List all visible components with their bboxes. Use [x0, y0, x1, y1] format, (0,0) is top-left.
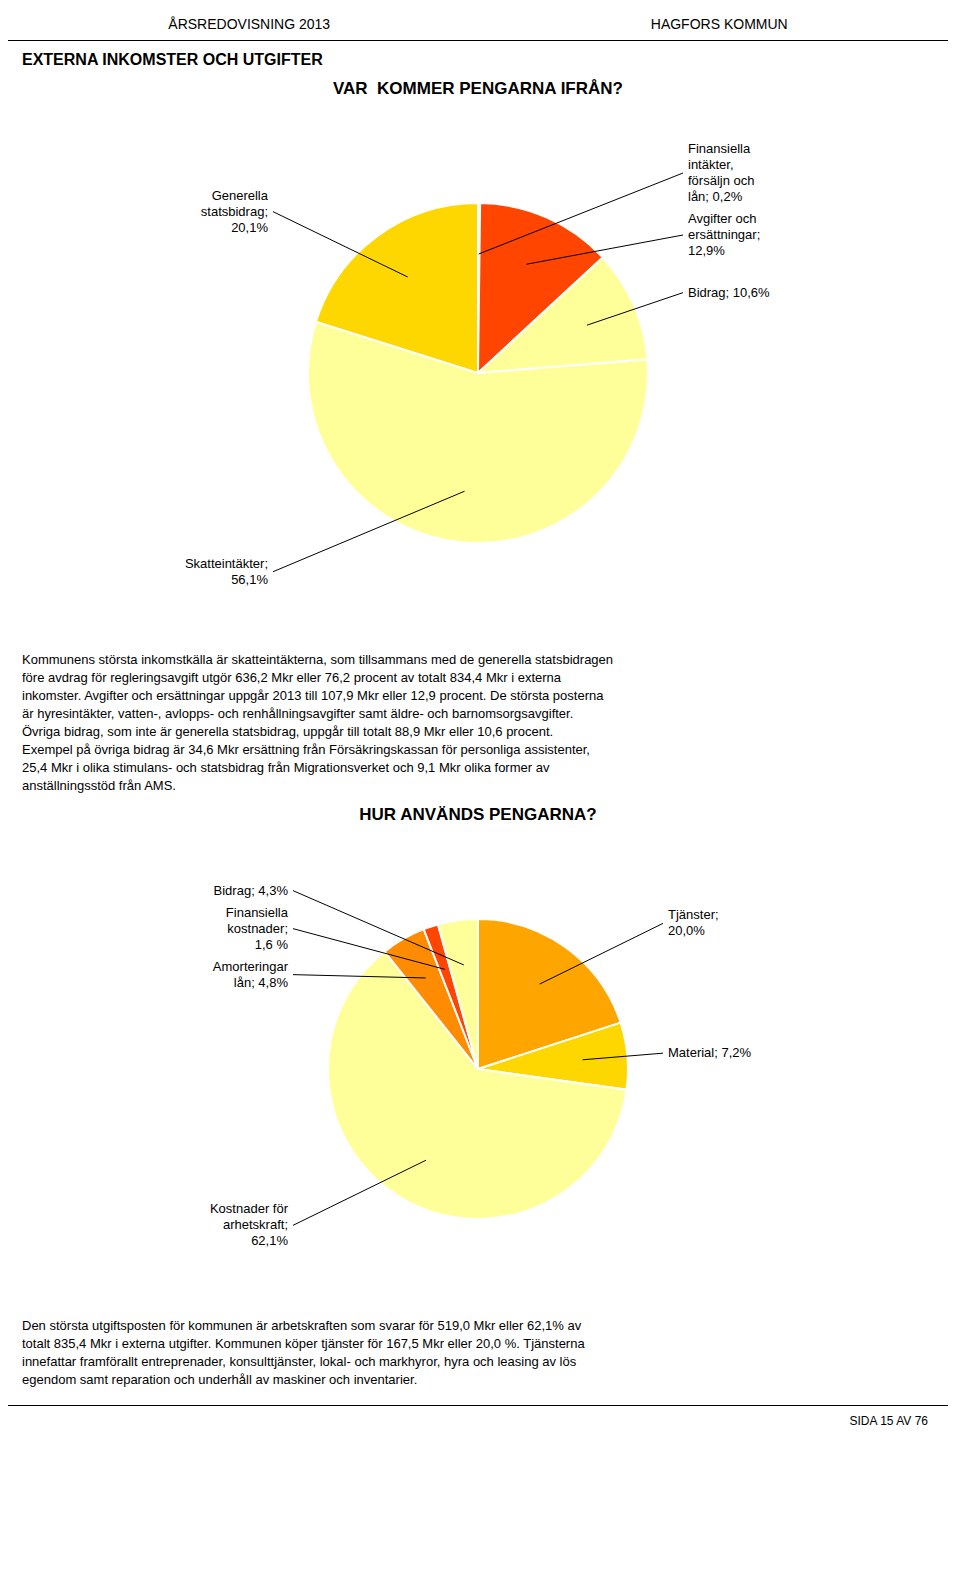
svg-text:Avgifter ochersättningar;12,9%: Avgifter ochersättningar;12,9% — [688, 211, 760, 258]
svg-text:Tjänster;20,0%: Tjänster;20,0% — [668, 907, 719, 938]
svg-text:Material; 7,2%: Material; 7,2% — [668, 1045, 752, 1060]
html-text:25,4 Mkr i olika stimulans- oc: 25,4 Mkr i olika stimulans- och statsbid… — [22, 760, 550, 775]
html-text:är hyresintäkter, vatten-, avl: är hyresintäkter, vatten-, avlopps- och … — [22, 706, 574, 721]
svg-text:Kostnader förarhetskraft;62,1%: Kostnader förarhetskraft;62,1% — [210, 1201, 289, 1248]
html-text:Kommunens största inkomstkälla: Kommunens största inkomstkälla är skatte… — [22, 652, 614, 667]
html-text:anställningsstöd från AMS.: anställningsstöd från AMS. — [22, 778, 176, 793]
html-text:inkomster. Avgifter och ersätt: inkomster. Avgifter och ersättningar upp… — [22, 688, 604, 703]
svg-text:Amorteringarlån; 4,8%: Amorteringarlån; 4,8% — [213, 959, 289, 990]
html-text:Exempel på övriga bidrag är 34: Exempel på övriga bidrag är 34,6 Mkr ers… — [22, 742, 590, 757]
svg-text:Bidrag; 4,3%: Bidrag; 4,3% — [214, 883, 289, 898]
html-text:EXTERNA INKOMSTER OCH UTGIFTER: EXTERNA INKOMSTER OCH UTGIFTER — [22, 51, 323, 68]
html-text:SIDA 15 AV 76: SIDA 15 AV 76 — [849, 1414, 928, 1428]
html-text:före avdrag för regleringsavgi: före avdrag för regleringsavgift utgör 6… — [22, 670, 562, 685]
html-text:HAGFORS KOMMUN: HAGFORS KOMMUN — [650, 16, 788, 32]
html-text:innefattar framförallt entrepr: innefattar framförallt entreprenader, ko… — [22, 1354, 577, 1369]
svg-text:Skatteintäkter;56,1%: Skatteintäkter;56,1% — [185, 556, 269, 587]
html-text:VAR KOMMER PENGARNA IFRÅN?: VAR KOMMER PENGARNA IFRÅN? — [333, 79, 623, 98]
html-text:ÅRSREDOVISNING 2013: ÅRSREDOVISNING 2013 — [168, 16, 331, 32]
svg-text:Generellastatsbidrag;20,1%: Generellastatsbidrag;20,1% — [201, 188, 269, 235]
html-text:Den största utgiftsposten för: Den största utgiftsposten för kommunen ä… — [22, 1318, 582, 1333]
svg-text:Finansiellaintäkter,försäljn o: Finansiellaintäkter,försäljn ochlån; 0,2… — [688, 141, 754, 204]
html-text:Övriga bidrag, som inte är gen: Övriga bidrag, som inte är generella sta… — [22, 724, 554, 739]
svg-text:Finansiellakostnader;1,6 %: Finansiellakostnader;1,6 % — [226, 905, 289, 952]
html-text:egendom samt reparation och un: egendom samt reparation och underhåll av… — [22, 1372, 418, 1387]
svg-text:Bidrag; 10,6%: Bidrag; 10,6% — [688, 285, 770, 300]
html-text:totalt 835,4 Mkr i externa utg: totalt 835,4 Mkr i externa utgifter. Kom… — [22, 1336, 585, 1351]
html-text:HUR ANVÄNDS PENGARNA?: HUR ANVÄNDS PENGARNA? — [359, 805, 597, 824]
